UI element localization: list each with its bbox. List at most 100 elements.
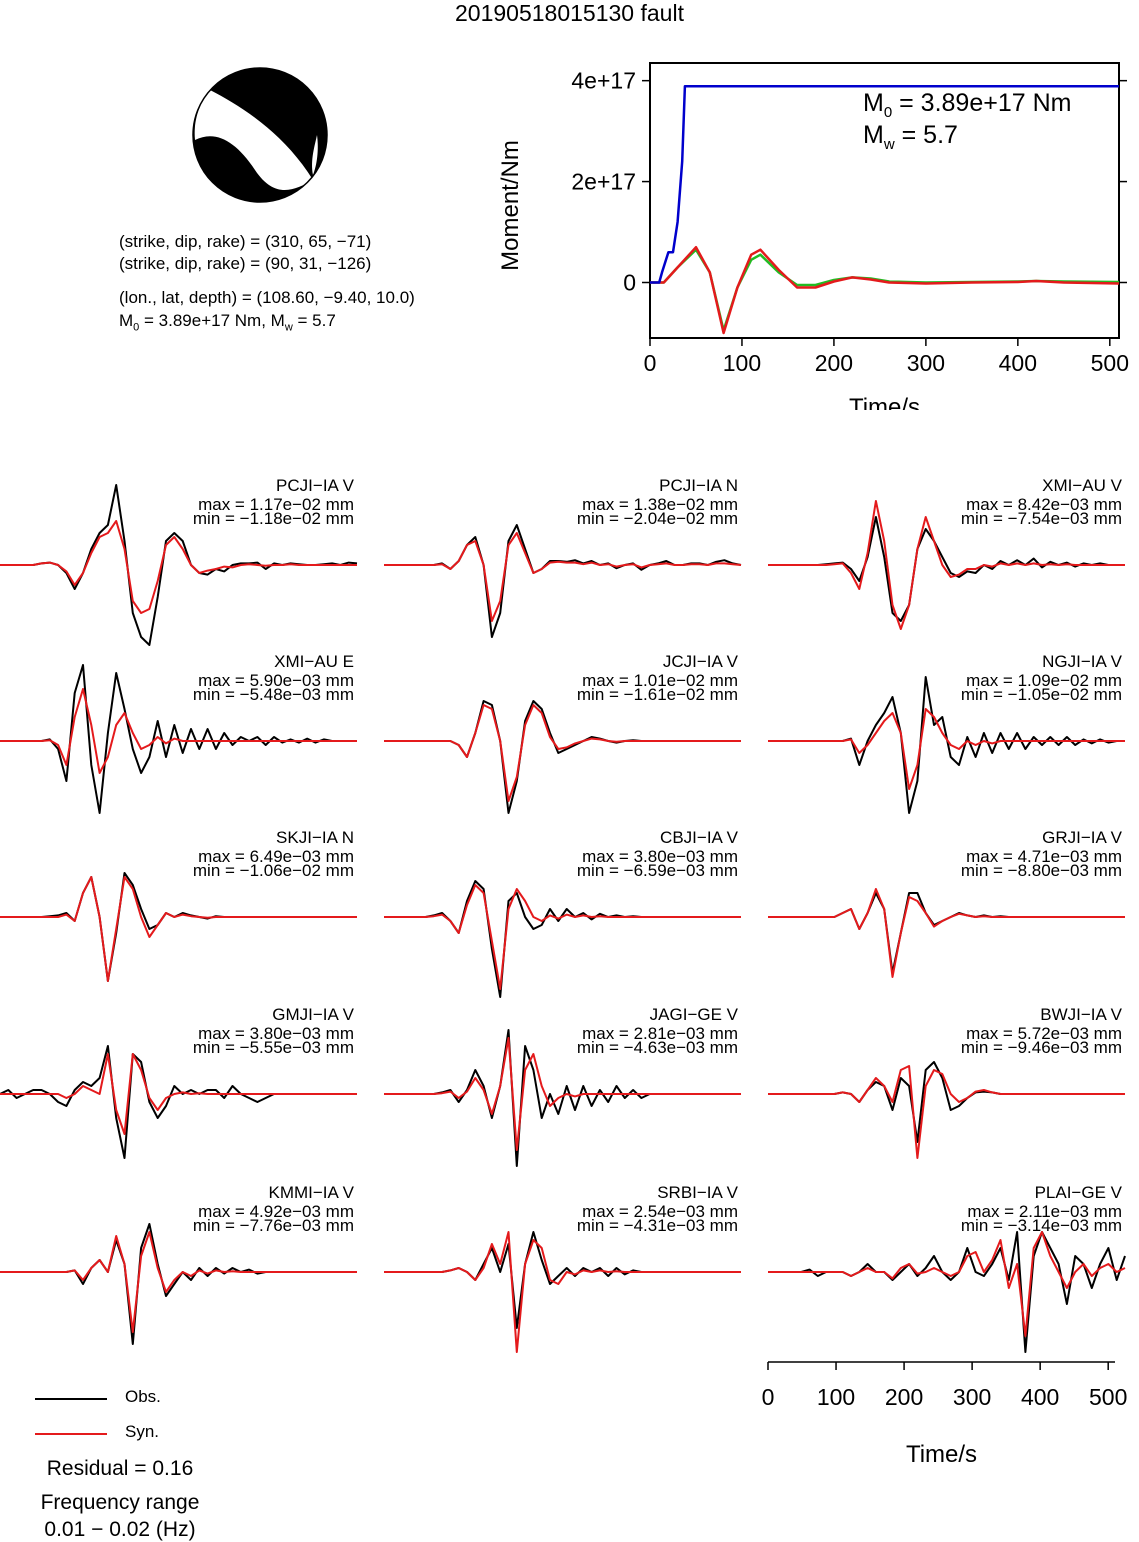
frequency-range-label: Frequency range — [40, 1491, 200, 1514]
station-label: NGJI−IA V — [1042, 652, 1122, 671]
station-min: min = −1.61e−02 mm — [576, 685, 738, 704]
station-min: min = −3.14e−03 mm — [960, 1216, 1122, 1235]
waveform-plot — [768, 888, 1125, 978]
syn-trace — [768, 888, 1125, 978]
station-min: min = −9.46e−03 mm — [960, 1038, 1122, 1057]
station-min: min = −4.31e−03 mm — [576, 1216, 738, 1235]
obs-trace — [768, 1061, 1125, 1143]
station-min: min = −7.76e−03 mm — [192, 1216, 354, 1235]
station-min: min = −1.06e−02 mm — [192, 861, 354, 880]
stf-m0-annotation: M0 = 3.89e+17 Nm — [863, 89, 1071, 121]
waveform-time-axis: 0 100 200 300 400 500 Time/s — [762, 1361, 1127, 1465]
stf-x-tick-label: 300 — [907, 350, 945, 376]
station-label: KMMI−IA V — [268, 1183, 355, 1202]
obs-trace — [0, 872, 357, 982]
station-max: max = 1.17e−02 mm — [198, 495, 354, 514]
syn-trace — [384, 884, 741, 990]
syn-trace — [768, 708, 1125, 790]
station-label: PLAI−GE V — [1034, 1183, 1122, 1202]
stf-x-tick-label: 500 — [1091, 350, 1129, 376]
station-min: min = −1.18e−02 mm — [192, 509, 354, 528]
stf-y-tick-label: 2e+17 — [571, 169, 636, 195]
time-axis-tick-label: 300 — [953, 1384, 991, 1410]
obs-trace — [0, 1223, 357, 1345]
time-axis-tick-label: 500 — [1089, 1384, 1127, 1410]
syn-trace — [384, 704, 741, 802]
station-min: min = −5.48e−03 mm — [192, 685, 354, 704]
syn-trace — [768, 1065, 1125, 1159]
beachball-white-region-2 — [312, 135, 318, 175]
station-label: PCJI−IA V — [276, 476, 354, 495]
station-max: max = 5.72e−03 mm — [966, 1024, 1122, 1043]
obs-trace — [384, 700, 741, 814]
stf-x-tick-label: 0 — [644, 350, 657, 376]
beachball-white-region — [194, 90, 313, 190]
station-label: GRJI−IA V — [1042, 828, 1122, 847]
waveform-plot — [768, 1231, 1126, 1353]
m0-prefix: M — [119, 311, 134, 330]
location-line: (lon., lat, depth) = (108.60, −9.40, 10.… — [119, 288, 415, 307]
obs-trace — [768, 516, 1125, 622]
obs-trace — [768, 892, 1125, 974]
station-label: PCJI−IA N — [659, 476, 738, 495]
stf-series-0 — [650, 84, 1119, 284]
obs-trace — [384, 1231, 741, 1329]
legend-obs-line — [35, 1398, 107, 1400]
stf-y-tick-label: 0 — [623, 269, 636, 295]
station-max: max = 2.54e−03 mm — [582, 1202, 738, 1221]
station-min: min = −5.55e−03 mm — [192, 1038, 354, 1057]
syn-trace — [0, 1231, 357, 1333]
page-title: 20190518015130 fault — [455, 0, 684, 26]
mw-sub: w — [284, 321, 293, 334]
syn-trace — [384, 1231, 741, 1353]
waveform-plot — [384, 1231, 741, 1353]
waveform-plot — [0, 1223, 357, 1345]
syn-trace — [768, 500, 1125, 630]
syn-trace — [0, 688, 357, 774]
waveform-plot — [0, 1045, 357, 1159]
legend-obs-label: Obs. — [125, 1387, 161, 1406]
waveform-plot — [384, 524, 742, 638]
syn-trace — [0, 520, 357, 614]
waveform-plot — [384, 880, 741, 998]
syn-trace — [384, 1037, 741, 1151]
time-axis-tick-label: 400 — [1021, 1384, 1059, 1410]
legend-syn-line — [35, 1433, 107, 1435]
station-max: max = 8.42e−03 mm — [966, 495, 1122, 514]
mechanism-line-2: (strike, dip, rake) = (90, 31, −126) — [119, 254, 372, 273]
station-max: max = 4.92e−03 mm — [198, 1202, 354, 1221]
waveform-plot — [768, 676, 1125, 814]
stf-x-tick-label: 400 — [999, 350, 1037, 376]
stf-y-axis-label: Moment/Nm — [497, 140, 524, 271]
station-min: min = −6.59e−03 mm — [576, 861, 738, 880]
legend-syn-label: Syn. — [125, 1422, 160, 1441]
stf-series-1 — [650, 245, 1120, 335]
time-axis-tick-label: 0 — [762, 1384, 775, 1410]
obs-trace — [0, 1045, 357, 1159]
mw-rest: = 5.7 — [292, 311, 336, 330]
station-max: max = 4.71e−03 mm — [966, 847, 1122, 866]
station-min: min = −1.05e−02 mm — [960, 685, 1122, 704]
obs-trace — [384, 524, 742, 638]
station-max: max = 5.90e−03 mm — [198, 671, 354, 690]
station-label: XMI−AU E — [274, 652, 354, 671]
time-axis-label: Time/s — [906, 1441, 977, 1465]
frequency-range-value: 0.01 − 0.02 (Hz) — [44, 1518, 196, 1541]
station-min: min = −4.63e−03 mm — [576, 1038, 738, 1057]
station-max: max = 1.09e−02 mm — [966, 671, 1122, 690]
stf-y-tick-label: 4e+17 — [571, 68, 636, 94]
stf-frame — [649, 62, 1120, 339]
station-label: JCJI−IA V — [662, 652, 738, 671]
